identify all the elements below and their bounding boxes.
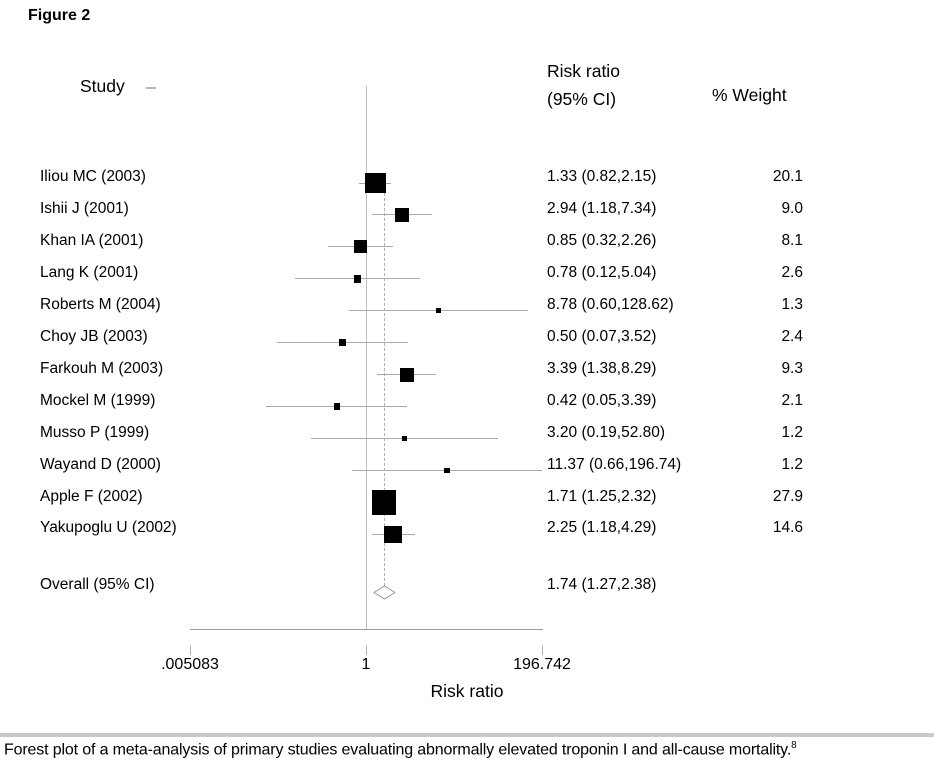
risk-ratio-value: 0.50 (0.07,3.52) [547,327,657,345]
effect-size-square [444,468,450,474]
column-header-risk-ratio-line2: (95% CI) [547,89,617,109]
study-label: Ishii J (2001) [40,199,129,217]
study-label: Iliou MC (2003) [40,168,146,185]
effect-size-square [435,308,441,314]
effect-size-square [354,240,368,254]
reference-line-rr1 [366,86,367,629]
figure-label: Figure 2 [28,7,91,24]
weight-value: 9.3 [781,359,803,377]
study-label: Mockel M (1999) [40,391,156,409]
column-header-risk-ratio: Risk ratio (95% CI) [547,57,620,113]
x-axis-tick-label: .005083 [161,656,219,673]
weight-value: 27.9 [772,487,803,505]
study-label: Lang K (2001) [40,263,139,281]
study-label: Yakupoglu U (2002) [40,519,177,537]
x-axis-tick-label: 1 [361,656,371,673]
risk-ratio-value: 0.42 (0.05,3.39) [547,391,657,409]
study-label: Khan IA (2001) [40,231,144,249]
study-axis-tick [146,87,156,89]
x-axis-line [190,629,543,630]
risk-ratio-value: 1.71 (1.25,2.32) [547,487,657,505]
x-axis-tick [366,645,367,655]
risk-ratio-value: 2.25 (1.18,4.29) [547,519,657,537]
weight-value: 1.2 [781,423,803,441]
figure-caption: Forest plot of a meta-analysis of primar… [4,740,797,759]
caption-reference-number: 8 [791,740,797,751]
x-axis-tick [541,645,543,655]
overall-estimate-dashed-line [383,183,385,586]
column-header-risk-ratio-line1: Risk ratio [547,61,620,81]
effect-size-square [365,172,386,194]
weight-value: 1.3 [781,295,803,313]
weight-value: 2.4 [781,327,803,345]
effect-size-square [354,275,362,283]
weight-value: 1.2 [781,455,803,473]
weight-value: 2.1 [781,391,803,409]
weight-value: 14.6 [772,519,803,537]
study-label: Wayand D (2000) [40,455,161,473]
risk-ratio-value: 1.33 (0.82,2.15) [547,168,657,185]
effect-size-square [339,339,347,347]
effect-size-square [384,525,402,544]
weight-value: 8.1 [781,231,803,249]
study-label: Roberts M (2004) [40,295,161,313]
overall-diamond [373,584,396,600]
study-label: Farkouh M (2003) [40,359,164,377]
study-label: Choy JB (2003) [40,327,148,345]
overall-risk-ratio-value: 1.74 (1.27,2.38) [547,576,657,593]
risk-ratio-value: 0.85 (0.32,2.26) [547,231,657,249]
risk-ratio-value: 2.94 (1.18,7.34) [547,199,657,217]
column-header-study: Study [80,76,125,96]
risk-ratio-value: 3.20 (0.19,52.80) [547,423,666,441]
risk-ratio-value: 8.78 (0.60,128.62) [547,295,674,313]
study-label: Musso P (1999) [40,423,150,441]
weight-value: 9.0 [781,199,803,217]
study-label: Apple F (2002) [40,487,143,505]
weight-value: 2.6 [781,263,803,281]
x-axis-tick-label: 196.742 [513,656,571,673]
effect-size-square [395,208,409,222]
effect-size-square [333,403,341,410]
x-axis-title: Risk ratio [430,681,504,701]
column-header-weight: % Weight [712,85,787,105]
x-axis-tick [190,645,191,655]
risk-ratio-value: 0.78 (0.12,5.04) [547,263,657,281]
effect-size-square [399,367,414,382]
weight-value: 20.1 [772,168,803,185]
overall-label: Overall (95% CI) [40,576,155,593]
effect-size-square [371,490,397,515]
caption-divider [0,733,934,737]
risk-ratio-value: 11.37 (0.66,196.74) [547,455,682,473]
risk-ratio-value: 3.39 (1.38,8.29) [547,359,657,377]
caption-text: Forest plot of a meta-analysis of primar… [4,741,792,759]
effect-size-square [402,436,408,442]
